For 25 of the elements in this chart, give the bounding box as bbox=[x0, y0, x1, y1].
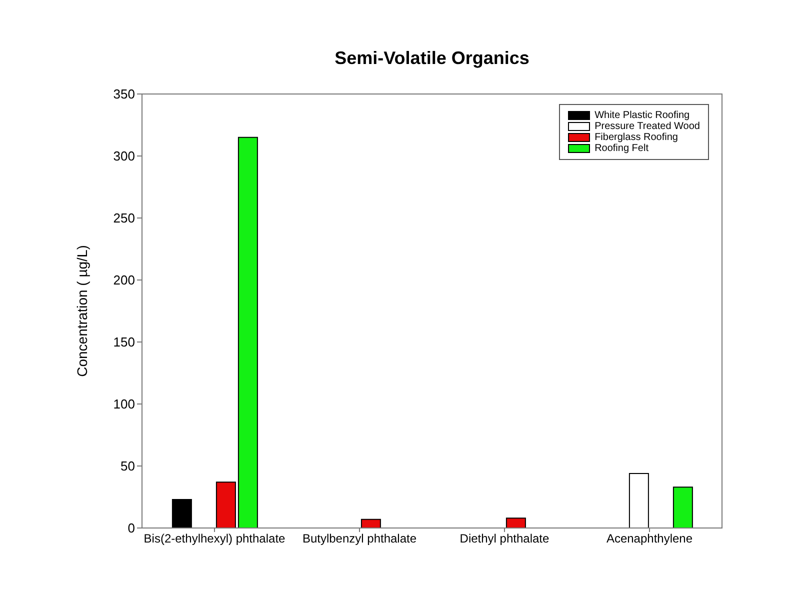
y-tick-label: 300 bbox=[113, 148, 135, 164]
bar bbox=[506, 518, 526, 528]
x-tick-label: Bis(2-ethylhexyl) phthalate bbox=[144, 532, 286, 546]
y-axis-title: Concentration ( µg/L) bbox=[74, 245, 90, 377]
bar bbox=[672, 486, 693, 528]
y-tick-label: 200 bbox=[113, 272, 135, 288]
legend-label: Pressure Treated Wood bbox=[594, 121, 700, 132]
legend-label: Roofing Felt bbox=[594, 143, 648, 154]
x-tick-label: Butylbenzyl phthalate bbox=[302, 532, 417, 546]
chart-title: Semi-Volatile Organics bbox=[334, 48, 530, 69]
legend-label: White Plastic Roofing bbox=[594, 110, 690, 121]
y-tick-label: 50 bbox=[120, 458, 135, 474]
bar bbox=[172, 498, 192, 528]
y-tick-label: 250 bbox=[113, 210, 135, 226]
y-tick-label: 350 bbox=[113, 86, 135, 102]
y-tick-label: 0 bbox=[128, 520, 135, 536]
bar bbox=[216, 482, 236, 528]
y-tick-label: 100 bbox=[113, 396, 135, 412]
bar bbox=[628, 472, 649, 528]
x-tick-label: Diethyl phthalate bbox=[460, 532, 550, 546]
y-tick-label: 150 bbox=[113, 334, 135, 350]
legend-label: Fiberglass Roofing bbox=[594, 132, 678, 143]
bar bbox=[238, 136, 258, 528]
bar bbox=[360, 518, 381, 528]
x-tick-label: Acenaphthylene bbox=[606, 532, 693, 546]
